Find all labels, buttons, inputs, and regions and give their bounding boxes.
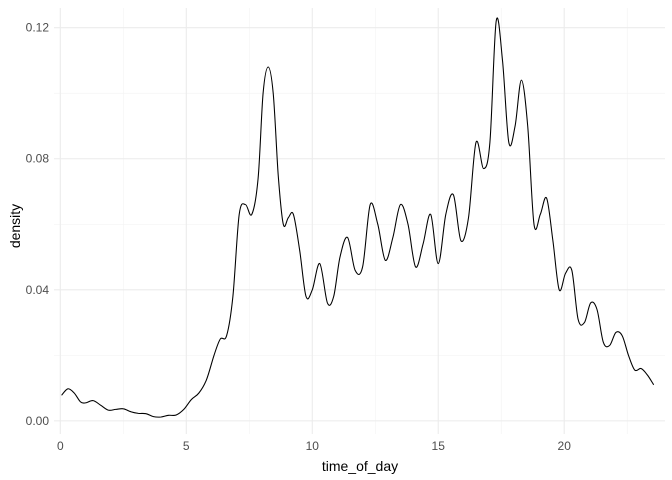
major-gridlines-y — [54, 27, 665, 422]
x-tick-label: 10 — [306, 439, 320, 453]
y-axis-tick-labels: 0.00 0.04 0.08 0.12 — [26, 21, 50, 428]
x-tick-label: 0 — [57, 439, 64, 453]
minor-gridlines-x — [123, 8, 628, 434]
x-tick-label: 20 — [558, 439, 572, 453]
x-tick-label: 5 — [183, 439, 190, 453]
density-curve — [61, 17, 655, 418]
minor-gridlines-y — [54, 92, 665, 356]
y-axis-title: density — [7, 204, 23, 248]
x-axis-title: time_of_day — [322, 458, 398, 474]
y-tick-label: 0.00 — [26, 414, 50, 428]
y-tick-label: 0.12 — [26, 21, 50, 35]
x-axis-tick-labels: 0 5 10 15 20 — [57, 439, 571, 453]
y-tick-label: 0.08 — [26, 152, 50, 166]
major-gridlines-x — [59, 8, 565, 434]
x-tick-label: 15 — [432, 439, 446, 453]
y-tick-label: 0.04 — [26, 283, 50, 297]
